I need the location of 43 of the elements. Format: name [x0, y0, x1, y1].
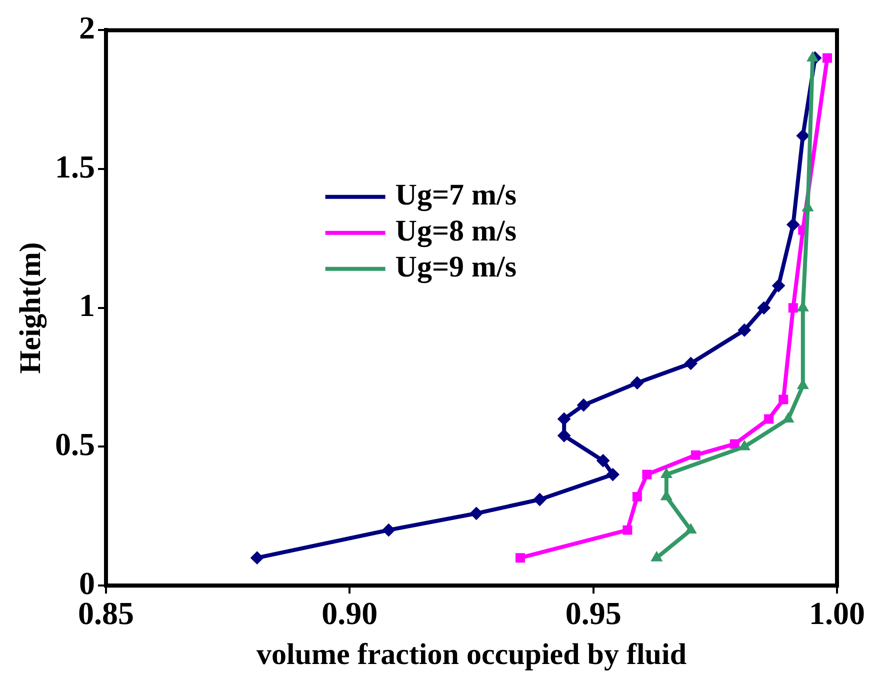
x-tick-label: 0.95 [565, 595, 622, 632]
y-tick-label: 1 [79, 287, 95, 324]
y-axis-title: Height(m) [14, 242, 47, 374]
point [558, 412, 571, 426]
point [738, 324, 751, 337]
point [515, 553, 525, 563]
point [596, 454, 610, 468]
legend-label: Ug=8 m/s [395, 214, 517, 248]
point [650, 551, 662, 562]
point [772, 279, 786, 292]
point [757, 301, 770, 314]
point [685, 524, 696, 534]
point [630, 376, 644, 390]
x-tick-label: 1.00 [809, 595, 865, 632]
point [577, 398, 590, 412]
point [778, 394, 788, 404]
point [606, 468, 620, 482]
x-tick-label: 0.90 [322, 595, 378, 632]
point [684, 356, 698, 370]
point [632, 492, 642, 502]
y-tick-label: 1.5 [55, 148, 95, 184]
y-tick-label: 2 [79, 9, 95, 46]
point [786, 218, 800, 232]
point [764, 414, 774, 424]
point [788, 303, 798, 313]
point [738, 440, 750, 450]
y-tick-label: 0.5 [55, 426, 95, 462]
point [660, 468, 672, 478]
point [382, 524, 396, 537]
point [782, 412, 794, 422]
point [730, 439, 740, 449]
point [622, 525, 632, 535]
point [558, 429, 571, 442]
point [822, 53, 832, 63]
point [250, 551, 264, 564]
point [690, 450, 700, 460]
legend-label: Ug=9 m/s [395, 250, 517, 284]
x-axis-title: volume fraction occupied by fluid [256, 638, 687, 671]
legend-label: Ug=7 m/s [395, 178, 517, 212]
point [470, 506, 483, 520]
point [533, 493, 546, 506]
point [796, 129, 810, 142]
point [642, 470, 652, 480]
